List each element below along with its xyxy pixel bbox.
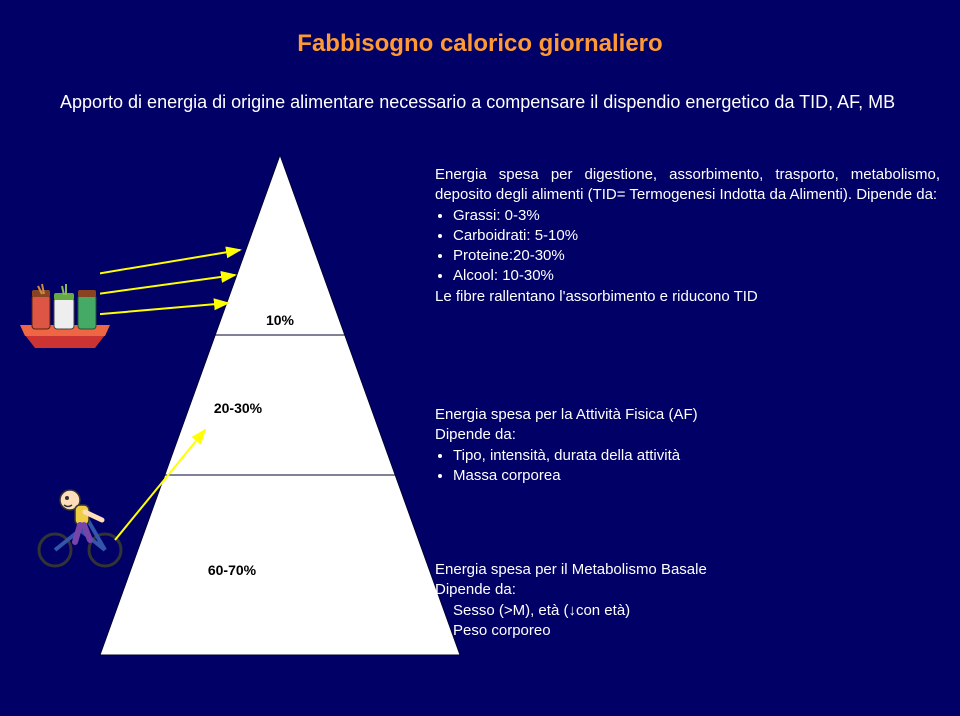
pyramid-label-mb: 60-70% xyxy=(208,562,257,578)
tid-item: Alcool: 10-30% xyxy=(453,266,940,286)
pyramid-label-tid: 10% xyxy=(266,312,295,328)
pyramid-body xyxy=(100,155,460,655)
arrow-food-2 xyxy=(100,275,235,295)
af-block: Energia spesa per la Attività Fisica (AF… xyxy=(435,405,915,486)
tid-footer: Le fibre rallentano l'assorbimento e rid… xyxy=(435,287,940,307)
af-item: Tipo, intensità, durata della attività xyxy=(453,446,915,466)
mb-item: Sesso (>M), età (↓con età) xyxy=(453,601,915,621)
af-item: Massa corporea xyxy=(453,466,915,486)
tid-list: Grassi: 0-3% Carboidrati: 5-10% Proteine… xyxy=(453,206,940,287)
af-header: Energia spesa per la Attività Fisica (AF… xyxy=(435,405,915,425)
slide-title: Fabbisogno calorico giornaliero xyxy=(0,30,960,58)
af-list: Tipo, intensità, durata della attività M… xyxy=(453,446,915,487)
slide-subtitle: Apporto di energia di origine alimentare… xyxy=(60,90,900,114)
af-depends: Dipende da: xyxy=(435,425,915,445)
pyramid-label-af: 20-30% xyxy=(214,400,263,416)
arrow-food-1 xyxy=(100,250,240,275)
tid-item: Carboidrati: 5-10% xyxy=(453,226,940,246)
tid-item: Proteine:20-30% xyxy=(453,246,940,266)
mb-depends: Dipende da: xyxy=(435,580,915,600)
tid-item: Grassi: 0-3% xyxy=(453,206,940,226)
energy-pyramid: 10% 20-30% 60-70% xyxy=(100,155,460,695)
food-jars-icon xyxy=(20,280,110,350)
mb-block: Energia spesa per il Metabolismo Basale … xyxy=(435,560,915,641)
mb-item: Peso corporeo xyxy=(453,621,915,641)
tid-block: Energia spesa per digestione, assorbimen… xyxy=(435,165,940,307)
mb-header: Energia spesa per il Metabolismo Basale xyxy=(435,560,915,580)
arrow-food-3 xyxy=(100,303,228,315)
tid-header: Energia spesa per digestione, assorbimen… xyxy=(435,165,940,206)
mb-list: Sesso (>M), età (↓con età) Peso corporeo xyxy=(453,601,915,642)
